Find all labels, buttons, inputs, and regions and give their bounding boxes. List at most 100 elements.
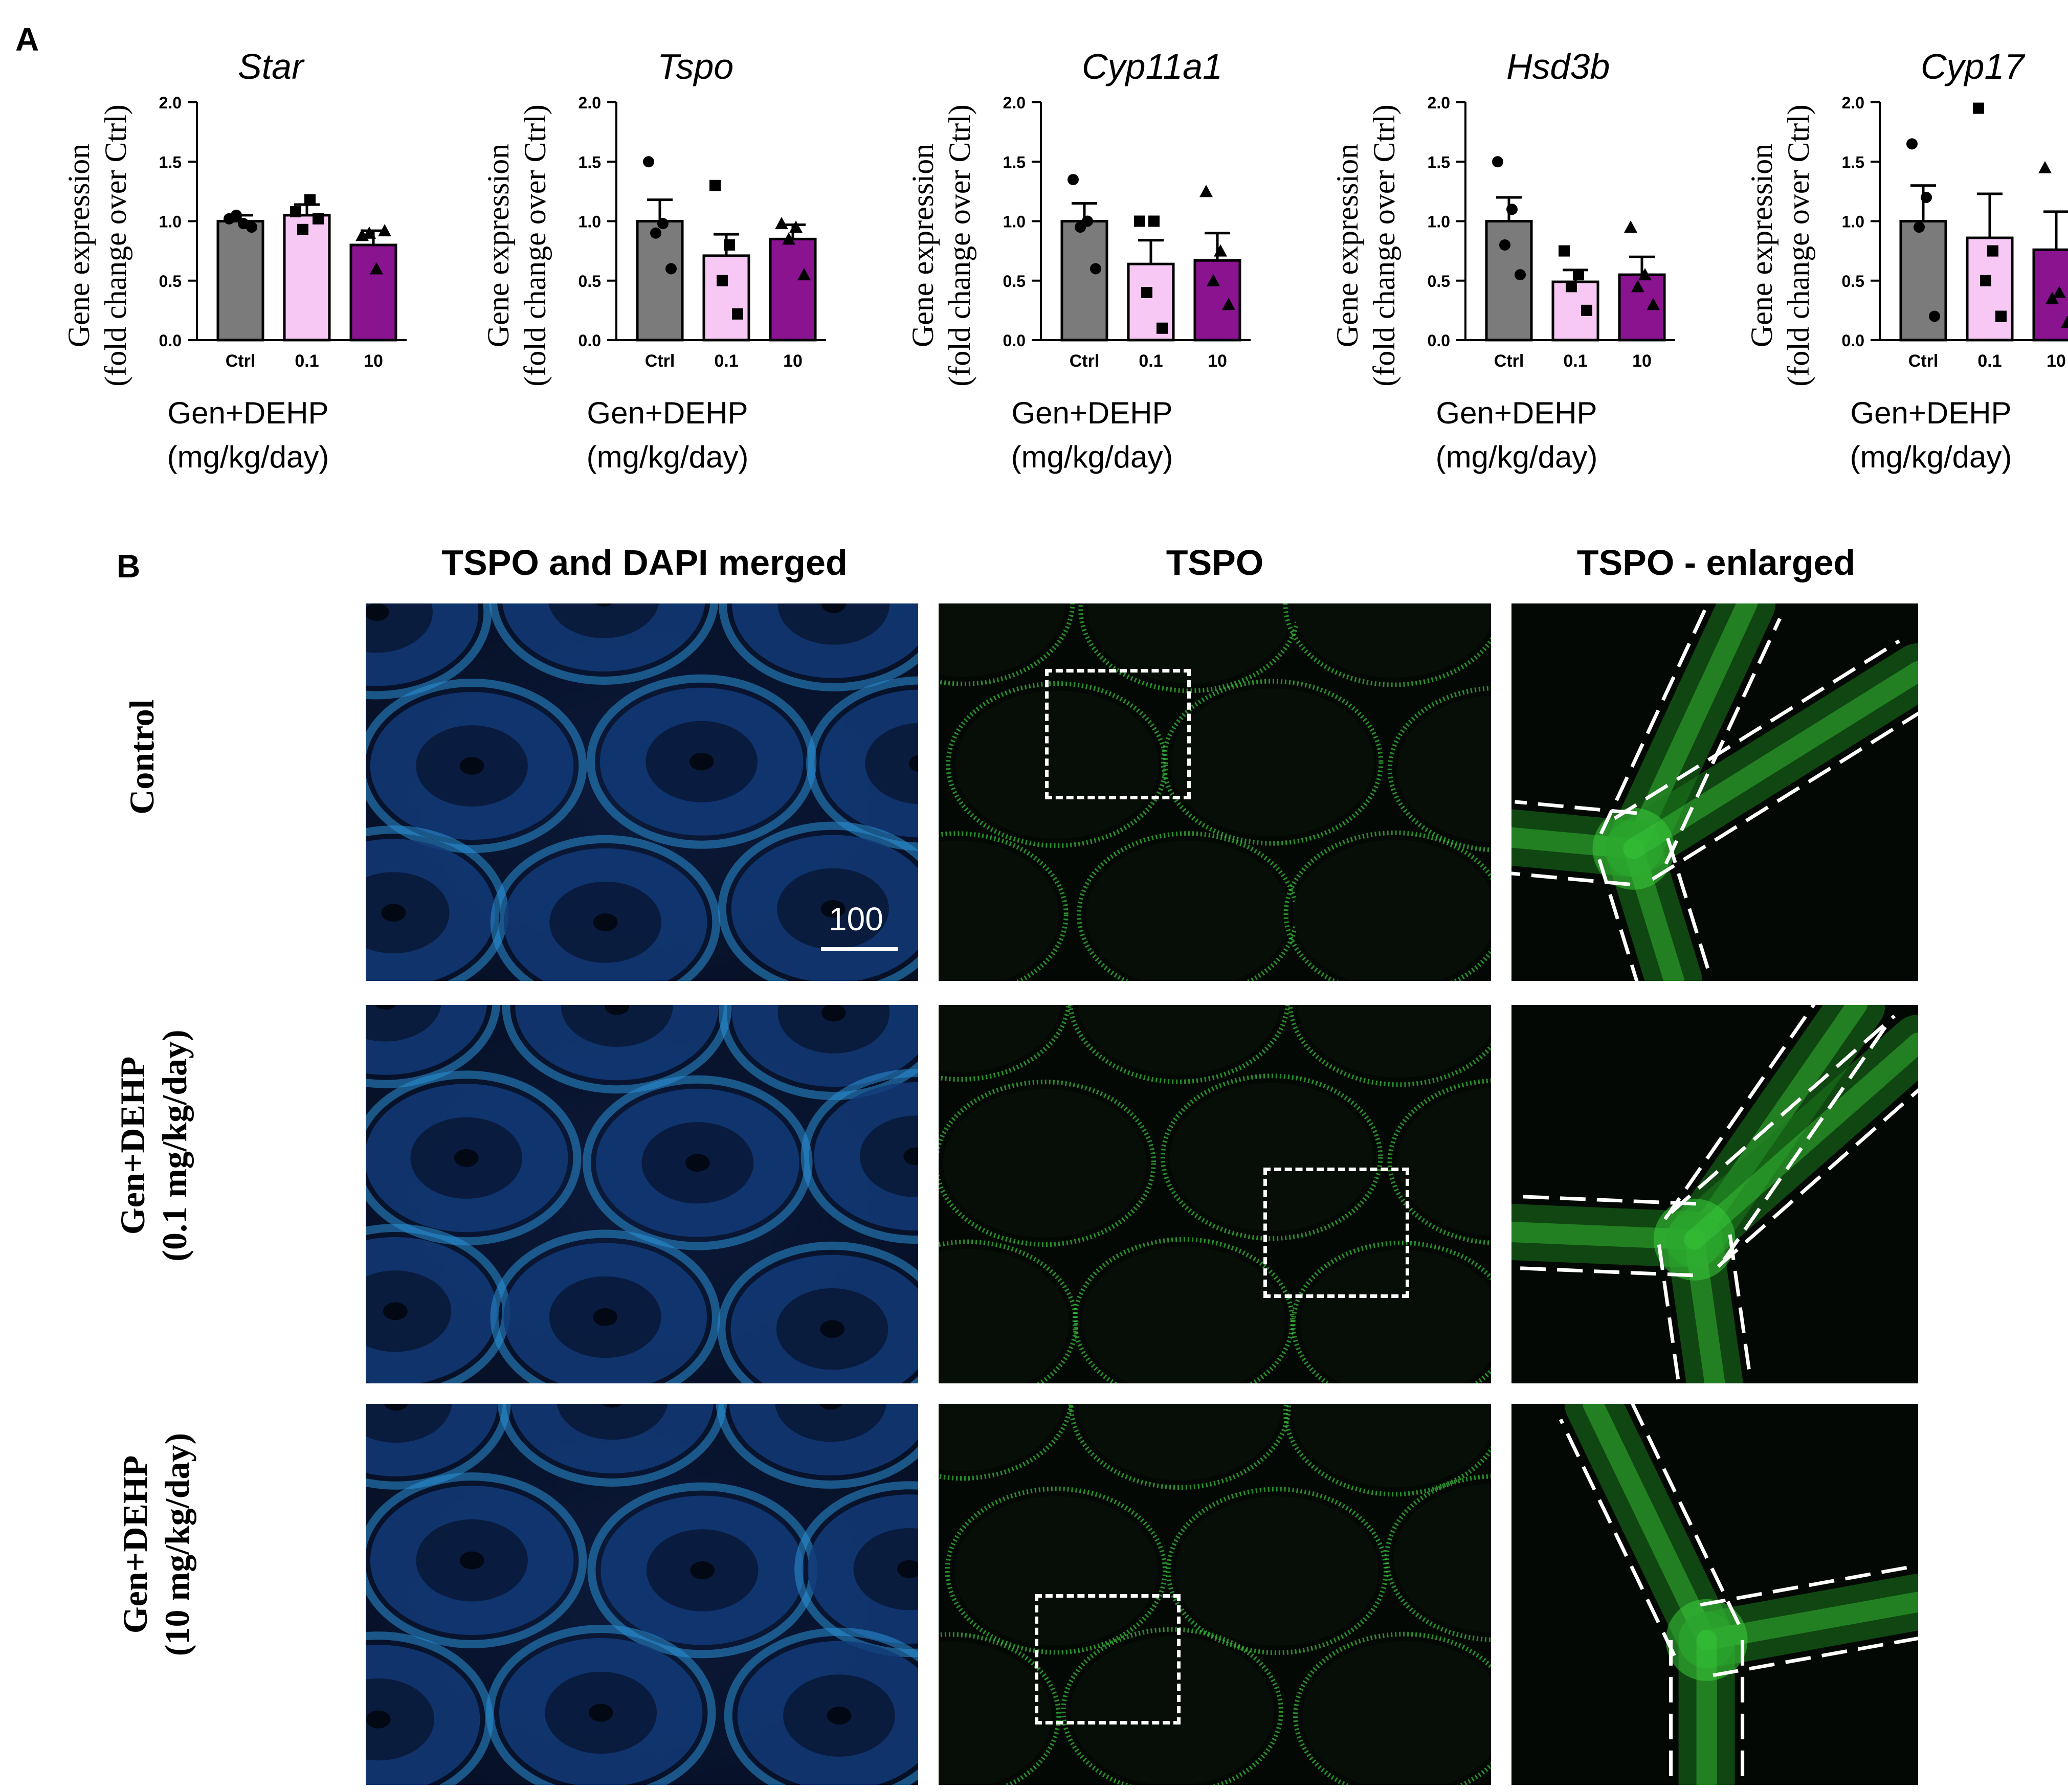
row-label-control-text: Control (122, 699, 161, 815)
x-axis-label: Gen+DEHP (mg/kg/day) (586, 396, 749, 474)
seminiferous-tubule (1297, 1005, 1491, 1078)
seminiferous-tubule (1300, 1250, 1491, 1383)
lumen-center (689, 752, 714, 771)
y-tick-label: 1.5 (1428, 153, 1450, 171)
boundary-outline (1599, 603, 1710, 835)
tspo-signal (1160, 1073, 1383, 1241)
data-point (2061, 316, 2068, 328)
scale-bar-label: 100 (829, 901, 883, 937)
tubule-lumen (853, 1528, 918, 1610)
data-point (246, 221, 257, 233)
data-point (290, 206, 301, 217)
tubule-boundary (502, 1005, 732, 1094)
seminiferous-tubule (1293, 840, 1491, 981)
data-point (1573, 269, 1584, 281)
y-tick-label: 2.0 (579, 94, 601, 112)
x-axis-label: Gen+DEHP (mg/kg/day) (1850, 396, 2012, 474)
data-point (1929, 310, 1940, 322)
y-tick-label: 1.0 (1842, 213, 1864, 231)
data-point (2053, 286, 2066, 298)
boundary-outline (1717, 1088, 1918, 1268)
data-point (643, 156, 654, 168)
lumen-center (366, 1710, 391, 1729)
tubule-lumen (557, 1404, 668, 1440)
data-point (650, 227, 661, 239)
panel-b-letter: B (117, 548, 141, 585)
y-tick-label: 2.0 (1428, 94, 1450, 112)
chart-title: Hsd3b (1506, 47, 1610, 86)
tubule-boundary (486, 1625, 716, 1785)
data-point (1973, 102, 1984, 114)
interstitial-space (1666, 1015, 1918, 1268)
micrograph-texture (939, 603, 1491, 981)
micrograph-high-dose-tspo (939, 1404, 1491, 1785)
tubule-lumen (777, 603, 890, 645)
data-point (1090, 263, 1101, 275)
boundary-outline (1630, 1404, 1741, 1626)
data-point (1906, 138, 1918, 150)
data-point (1199, 185, 1213, 197)
seminiferous-tubule (1170, 688, 1374, 837)
data-point (789, 220, 803, 233)
y-tick-label: 1.5 (579, 153, 601, 171)
seminiferous-tubule (1302, 1641, 1491, 1785)
tspo-signal (939, 831, 1069, 981)
x-tick-label: 10 (364, 351, 383, 371)
x-axis-label: Gen+DEHP (mg/kg/day) (167, 396, 329, 474)
data-point (709, 180, 721, 191)
micrograph-texture (366, 1005, 918, 1383)
lumen-center (381, 904, 406, 922)
data-point (363, 226, 376, 239)
column-header-merged: TSPO and DAPI merged (441, 543, 848, 583)
column-header-tspo-enlarged: TSPO - enlarged (1576, 543, 1856, 583)
data-point (732, 308, 743, 320)
x-tick-label: Ctrl (226, 351, 256, 371)
micrograph-texture (366, 1404, 918, 1785)
tubule-boundary (490, 1229, 720, 1383)
y-tick-label: 0.5 (1842, 272, 1864, 290)
tubule-lumen (775, 1404, 887, 1442)
bar-chart-hsd3b: 0.0 0.5 1.0 1.5 2.0 Ctrl 0.1 10 Hsd3b Gene expres… (1289, 41, 1688, 501)
data-point (1141, 287, 1152, 298)
tubule-boundary (717, 1241, 918, 1383)
data-point (313, 213, 324, 225)
tubule-boundary (806, 676, 918, 851)
boundary-outline (1664, 617, 1782, 865)
interstitial-space (1605, 643, 1918, 877)
roi-box-control (1045, 669, 1191, 799)
seminiferous-tubule (1082, 1246, 1285, 1383)
leydig-cell-cluster (1653, 1198, 1736, 1281)
data-point (378, 224, 391, 237)
data-point (2038, 161, 2052, 173)
seminiferous-tubule (939, 1005, 1062, 1072)
boundary-outline (1511, 871, 1631, 886)
data-point (1921, 192, 1932, 203)
data-point (1134, 215, 1145, 227)
micrograph-control-tspo-enlarged (1511, 603, 1918, 981)
data-point (1515, 269, 1526, 281)
y-tick-label: 0.0 (579, 331, 601, 350)
tubule-boundary (724, 1627, 918, 1785)
micrograph-texture (1511, 603, 1918, 981)
data-point (1566, 281, 1577, 293)
seminiferous-tubule (1070, 1637, 1274, 1785)
lumen-center (588, 1704, 613, 1722)
row-label-low-dose: Gen+DEHP (0.1 mg/kg/day) (112, 967, 195, 1325)
tubule-lumen (366, 1404, 452, 1443)
x-tick-label: 0.1 (1139, 351, 1163, 371)
lumen-center (594, 603, 613, 607)
y-axis-label: Gene expression (fold change over Ctrl) (1330, 104, 1401, 387)
y-tick-label: 0.5 (159, 272, 182, 290)
lumen-center (454, 1149, 479, 1167)
x-tick-label: 0.1 (295, 351, 319, 371)
data-point (2045, 292, 2059, 304)
row-label-control: Control (121, 629, 163, 885)
seminiferous-tubule (1292, 603, 1491, 678)
bar-0.1 (702, 254, 750, 342)
data-point (1157, 322, 1168, 334)
x-tick-label: Ctrl (1070, 351, 1100, 371)
tubule-boundary (366, 1070, 582, 1246)
tubule-boundary (719, 603, 918, 691)
lumen-center (459, 757, 484, 775)
data-point (1987, 245, 1998, 257)
